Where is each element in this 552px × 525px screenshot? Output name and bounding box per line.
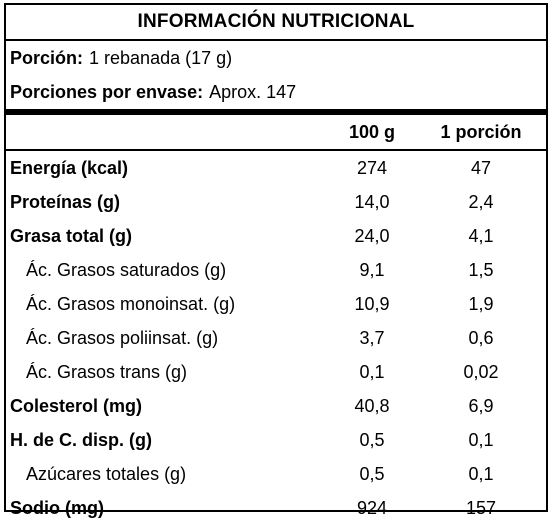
servings-value: Aprox. 147 [209, 81, 297, 102]
row-value-100g: 0,5 [359, 463, 385, 484]
table-row: Colesterol (mg) 40,8 6,9 [6, 389, 546, 423]
row-label: Ác. Grasos saturados (g) [26, 259, 227, 280]
row-value-100g: 0,1 [359, 361, 385, 382]
thick-divider [6, 111, 546, 115]
column-header-row: 100 g 1 porción [6, 115, 546, 151]
row-label: H. de C. disp. (g) [10, 429, 152, 450]
column-header-100g: 100 g [348, 121, 396, 142]
table-row: Ác. Grasos poliinsat. (g) 3,7 0,6 [6, 321, 546, 355]
portion-label: Porción: [10, 47, 84, 68]
row-value-portion: 2,4 [468, 191, 494, 212]
column-header-portion: 1 porción [440, 121, 522, 142]
row-value-100g: 24,0 [354, 225, 390, 246]
row-label: Ác. Grasos poliinsat. (g) [26, 327, 219, 348]
row-value-100g: 10,9 [354, 293, 390, 314]
servings-label: Porciones por envase: [10, 81, 204, 102]
row-label: Ác. Grasos monoinsat. (g) [26, 293, 236, 314]
row-label: Sodio (mg) [10, 497, 104, 518]
table-row: Azúcares totales (g) 0,5 0,1 [6, 457, 546, 491]
row-label: Ác. Grasos trans (g) [26, 361, 188, 382]
row-value-portion: 0,1 [468, 463, 494, 484]
portion-value: 1 rebanada (17 g) [89, 47, 233, 68]
row-label: Colesterol (mg) [10, 395, 143, 416]
row-value-portion: 157 [465, 497, 497, 518]
row-value-100g: 9,1 [359, 259, 385, 280]
row-label: Azúcares totales (g) [26, 463, 187, 484]
row-value-portion: 0,02 [463, 361, 499, 382]
row-value-portion: 47 [470, 157, 492, 178]
row-label: Energía (kcal) [10, 157, 129, 178]
row-value-100g: 40,8 [354, 395, 390, 416]
table-row: Ác. Grasos trans (g) 0,1 0,02 [6, 355, 546, 389]
row-value-100g: 274 [356, 157, 388, 178]
row-label: Grasa total (g) [10, 225, 133, 246]
row-value-100g: 0,5 [359, 429, 385, 450]
row-value-portion: 0,6 [468, 327, 494, 348]
table-row: Ác. Grasos monoinsat. (g) 10,9 1,9 [6, 287, 546, 321]
row-value-portion: 1,9 [468, 293, 494, 314]
table-row: Proteínas (g) 14,0 2,4 [6, 185, 546, 219]
row-value-100g: 14,0 [354, 191, 390, 212]
table-row: Energía (kcal) 274 47 [6, 151, 546, 185]
table-row: H. de C. disp. (g) 0,5 0,1 [6, 423, 546, 457]
table-row: Grasa total (g) 24,0 4,1 [6, 219, 546, 253]
table-row: Sodio (mg) 924 157 [6, 491, 546, 525]
row-value-portion: 1,5 [468, 259, 494, 280]
table-title: INFORMACIÓN NUTRICIONAL [6, 5, 546, 41]
row-value-portion: 0,1 [468, 429, 494, 450]
table-row: Ác. Grasos saturados (g) 9,1 1,5 [6, 253, 546, 287]
portion-row: Porción: 1 rebanada (17 g) [6, 41, 546, 75]
row-value-portion: 6,9 [468, 395, 494, 416]
row-value-100g: 3,7 [359, 327, 385, 348]
servings-row: Porciones por envase: Aprox. 147 [6, 75, 546, 111]
row-value-portion: 4,1 [468, 225, 494, 246]
row-value-100g: 924 [356, 497, 388, 518]
row-label: Proteínas (g) [10, 191, 121, 212]
nutrition-facts-panel: INFORMACIÓN NUTRICIONAL Porción: 1 reban… [4, 3, 548, 518]
